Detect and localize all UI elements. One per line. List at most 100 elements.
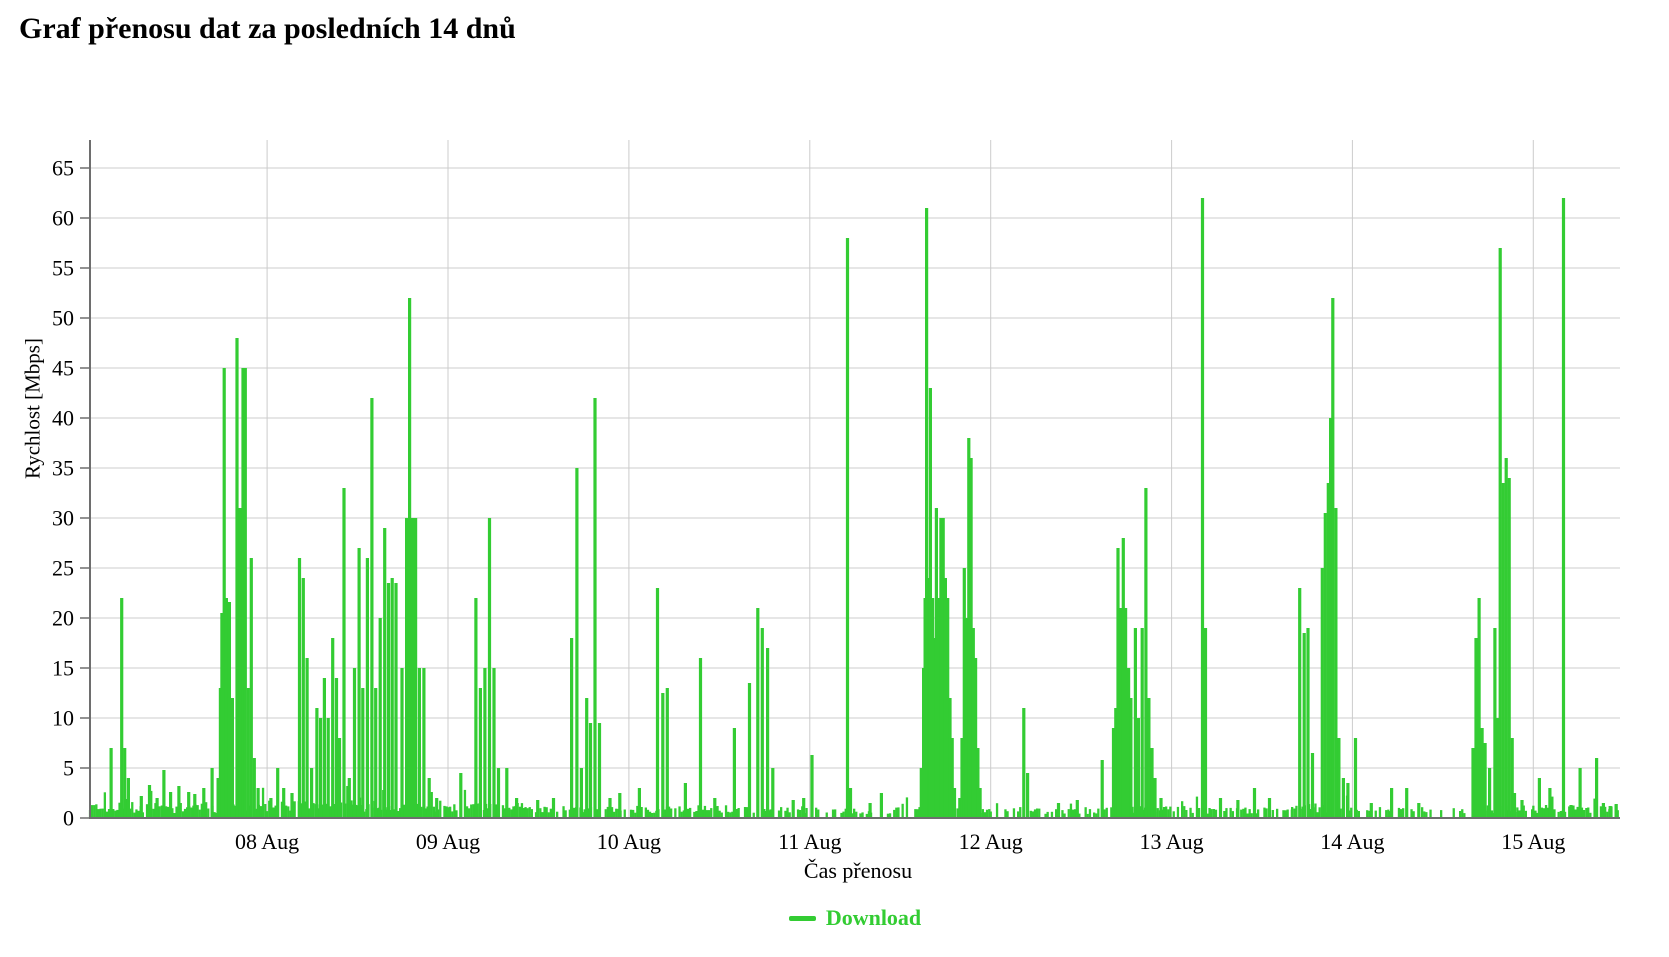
bar [583,809,586,818]
bar [1119,608,1123,818]
bar [1440,810,1443,818]
bar [1250,813,1253,818]
bar [1522,805,1525,818]
bar [1110,807,1113,818]
bar [831,809,835,818]
bar [610,807,614,818]
bar [1601,803,1605,818]
bar [1397,807,1401,818]
bar [116,809,119,818]
bar [1463,813,1466,818]
bar [1318,807,1321,818]
bar [290,793,294,818]
y-tick-label: 60 [52,206,74,231]
bar [1159,798,1163,818]
bar [667,806,671,818]
bar [729,812,732,818]
bar [983,812,987,818]
bar [1031,811,1035,818]
bar [1078,813,1081,818]
bar [238,508,242,818]
bar [597,723,602,818]
bar [735,809,738,818]
x-axis-title: Čas přenosu [803,858,913,883]
bar [269,798,273,818]
bar [1156,808,1159,818]
bar [1147,698,1151,818]
bar [637,788,641,818]
bar [1595,758,1599,818]
bar [361,688,365,818]
bar [579,768,583,818]
bar [342,488,346,818]
bar [1385,810,1388,818]
bar [169,792,173,818]
bar [1341,778,1345,818]
bar [855,811,858,818]
bar [1214,809,1218,818]
bar [1580,807,1584,818]
bar [1378,807,1382,818]
bar [463,789,467,818]
bar [109,748,113,818]
bar [1176,806,1180,818]
chart-title: Graf přenosu dat za posledních 14 dnů [19,12,516,45]
bar [1421,807,1424,818]
bar [780,807,783,818]
bar [720,812,723,818]
bar [1218,798,1223,818]
bar [261,787,265,818]
bar [1129,698,1133,818]
bar [175,806,178,818]
bar [683,783,687,818]
bar [420,806,423,818]
bar [451,811,454,818]
bar [932,638,936,818]
bar [435,798,439,818]
bar [505,768,509,818]
bar [1225,808,1228,818]
bar [177,786,181,818]
bar [956,808,959,818]
bar [1544,805,1548,818]
bar [449,806,452,818]
bar [501,805,505,818]
bar [914,809,917,818]
bar [665,688,669,818]
bar [1399,809,1403,818]
bar [1298,588,1302,818]
bar [459,773,463,818]
bar [181,811,185,818]
bar [1531,809,1534,818]
bar [1542,808,1546,818]
bar [427,778,431,818]
bar [483,668,487,818]
bar [213,812,216,818]
bar [895,807,898,818]
bar [1350,807,1353,818]
bar [644,807,647,818]
bar [1496,718,1500,818]
bar [861,812,864,818]
bar [280,801,284,818]
bar [1056,803,1061,818]
bar [1162,807,1166,818]
x-tick-label: 15 Aug [1501,829,1565,854]
bar [522,808,525,818]
bar [95,804,98,818]
bar [948,698,952,818]
bar [918,807,921,818]
bar [732,728,736,818]
bar [646,809,650,818]
bar [1229,807,1232,818]
bar [1512,793,1517,818]
bar [1483,743,1487,818]
bar [1203,628,1208,818]
bar [934,508,938,818]
bar [1537,778,1541,818]
bar [1019,807,1022,818]
bar [1150,748,1154,818]
bar [1244,807,1247,818]
